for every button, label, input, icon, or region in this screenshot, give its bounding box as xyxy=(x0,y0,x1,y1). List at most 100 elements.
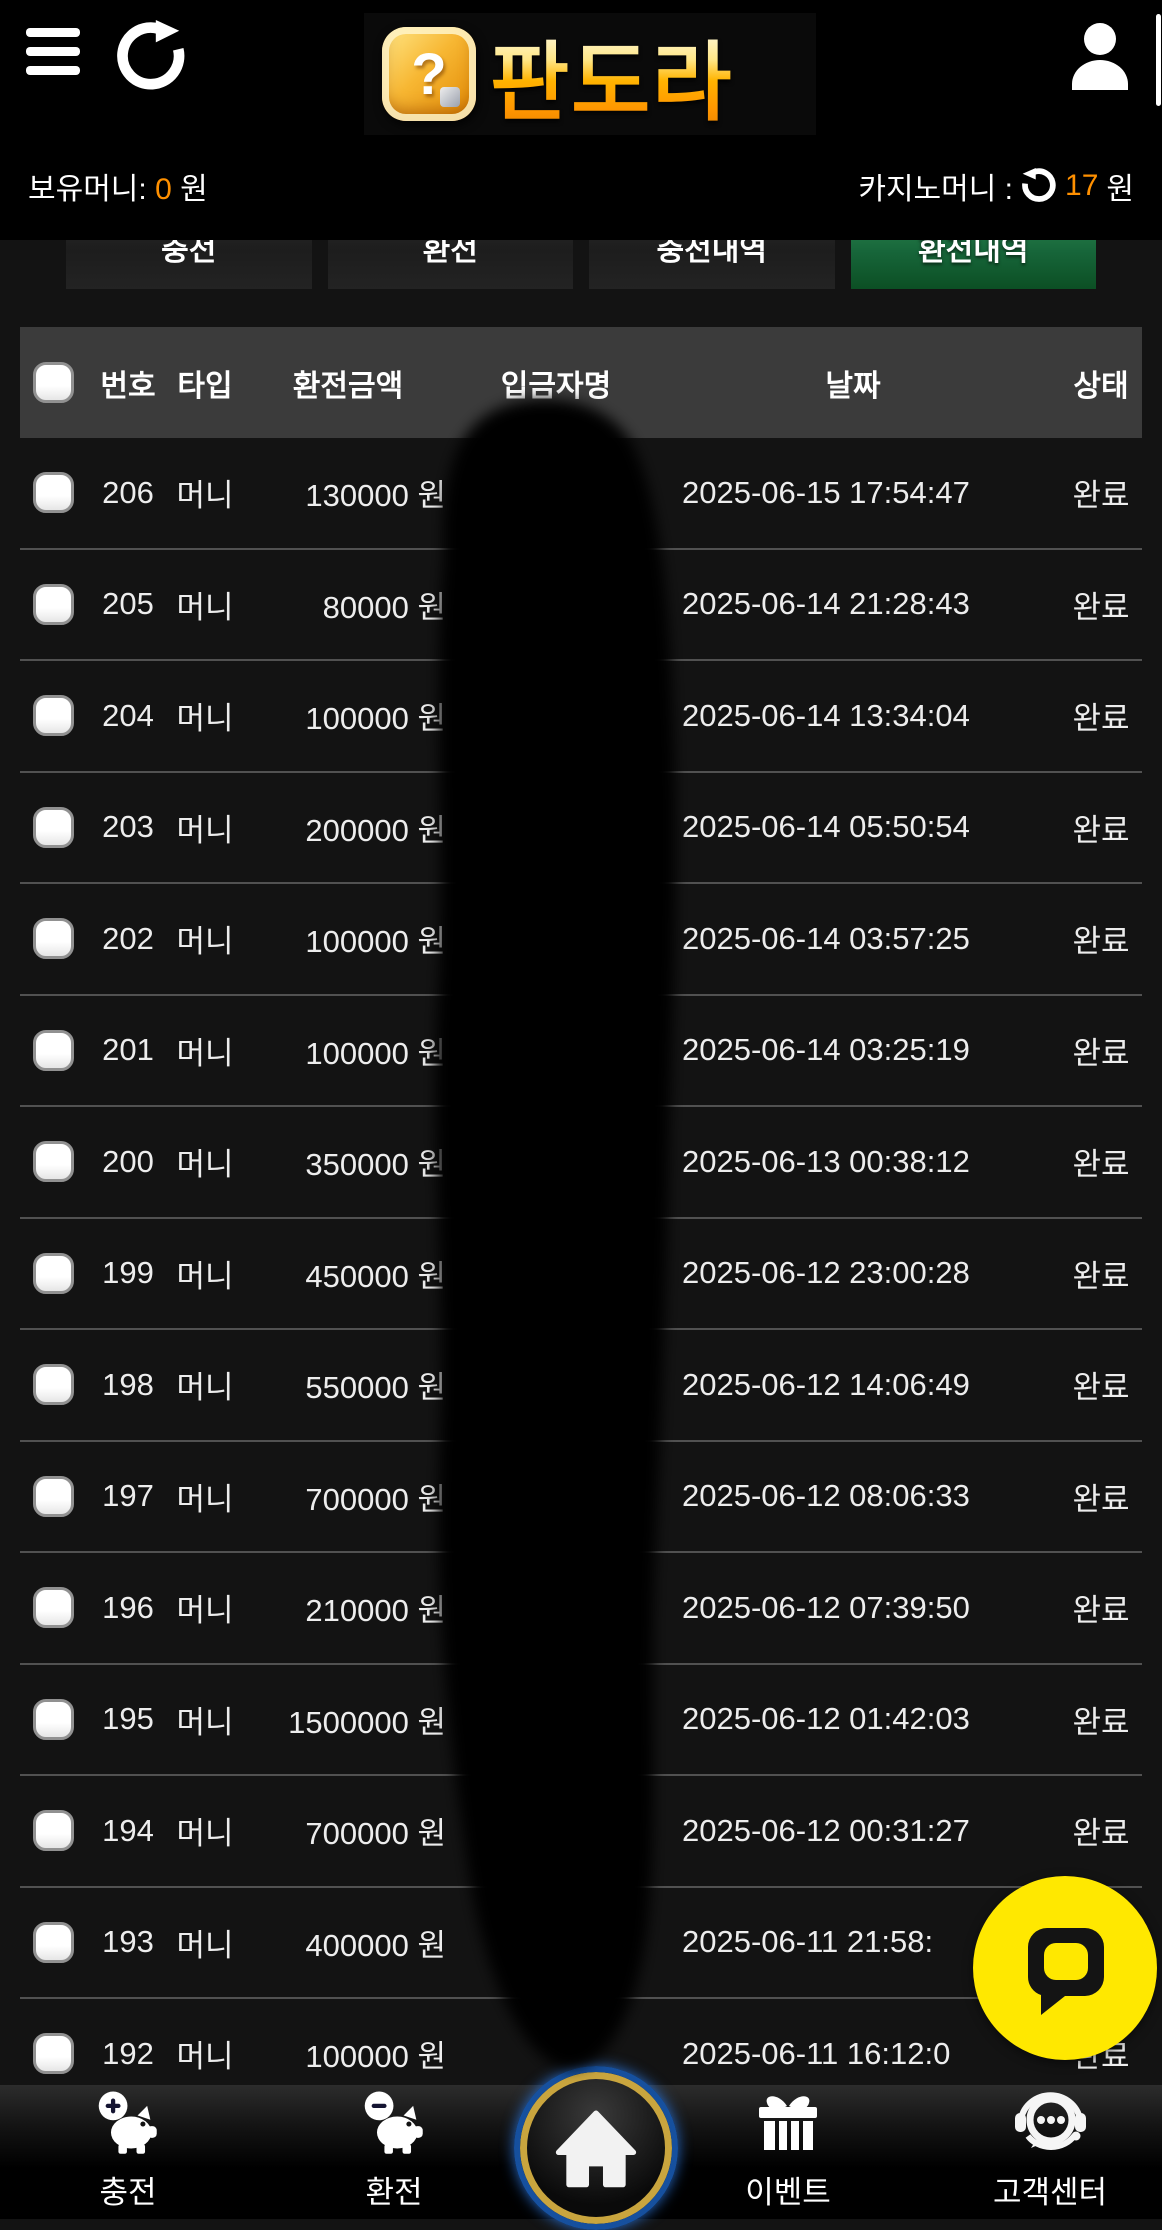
cell-amount: 100000 원 xyxy=(305,1035,446,1071)
table-row: 199 머니 450000 원 2025-06-12 23:00:28 완료 xyxy=(20,1216,1142,1329)
cell-type: 머니 xyxy=(176,701,234,737)
table-row: 204 머니 100000 원 2025-06-14 13:34:04 완료 xyxy=(20,659,1142,771)
scrollbar-thumb[interactable] xyxy=(1156,14,1161,106)
user-profile-icon[interactable] xyxy=(1070,22,1130,90)
headset-chat-icon xyxy=(1015,2092,1086,2150)
cell-status: 완료 xyxy=(1072,1258,1130,1294)
row-checkbox[interactable] xyxy=(32,1475,74,1517)
chat-button[interactable] xyxy=(973,1876,1157,2060)
cell-date: 2025-06-12 23:00:28 xyxy=(682,1255,970,1291)
cell-date: 2025-06-14 03:25:19 xyxy=(682,1032,970,1068)
row-checkbox[interactable] xyxy=(32,1587,74,1629)
gift-icon xyxy=(759,2096,817,2150)
held-money-value: 0 xyxy=(155,173,172,206)
row-checkbox[interactable] xyxy=(32,583,74,625)
cell-type: 머니 xyxy=(176,478,234,514)
cell-status: 완료 xyxy=(1072,1035,1130,1071)
row-checkbox[interactable] xyxy=(32,1698,74,1740)
cell-no: 206 xyxy=(102,474,154,510)
nav-deposit[interactable]: 충전 xyxy=(38,2085,218,2219)
row-checkbox[interactable] xyxy=(32,1921,74,1963)
row-checkbox[interactable] xyxy=(32,918,74,960)
chat-bubble-icon xyxy=(1028,1928,1104,2015)
row-checkbox[interactable] xyxy=(32,2033,74,2075)
col-header-type: 타입 xyxy=(177,369,233,403)
row-checkbox[interactable] xyxy=(32,1810,74,1852)
cell-no: 201 xyxy=(102,1032,154,1068)
table-row: 206 머니 130000 원 2025-06-15 17:54:47 완료 xyxy=(20,438,1142,548)
table-row: 196 머니 210000 원 2025-06-12 07:39:50 완료 xyxy=(20,1551,1142,1663)
site-logo[interactable]: ? 판도라 xyxy=(364,13,816,135)
casino-money-refresh-icon[interactable] xyxy=(1021,168,1057,204)
cell-date: 2025-06-14 21:28:43 xyxy=(682,586,970,622)
cell-date: 2025-06-14 03:57:25 xyxy=(682,920,970,956)
table-row: 195 머니 1500000 원 2025-06-12 01:42:03 완료 xyxy=(20,1662,1142,1775)
cell-amount: 550000 원 xyxy=(305,1370,446,1406)
cell-amount: 200000 원 xyxy=(305,812,446,848)
cell-amount: 210000 원 xyxy=(305,1593,446,1629)
cell-amount: 700000 원 xyxy=(305,1816,446,1852)
cell-amount: 130000 원 xyxy=(305,478,446,514)
cell-date: 2025-06-13 00:38:12 xyxy=(682,1143,970,1179)
select-all-checkbox[interactable] xyxy=(32,362,74,403)
cell-status: 완료 xyxy=(1072,812,1130,848)
nav-home-button[interactable] xyxy=(514,2066,678,2230)
cell-no: 198 xyxy=(102,1366,154,1402)
cell-type: 머니 xyxy=(176,812,234,848)
col-header-no: 번호 xyxy=(100,369,156,403)
cell-date: 2025-06-11 21:58: xyxy=(682,1924,934,1960)
menu-icon[interactable] xyxy=(26,28,80,76)
table-row: 200 머니 350000 원 2025-06-13 00:38:12 완료 xyxy=(20,1105,1142,1217)
cell-date: 2025-06-15 17:54:47 xyxy=(682,474,970,510)
cell-status: 완료 xyxy=(1072,1593,1130,1629)
row-checkbox[interactable] xyxy=(32,806,74,848)
cell-amount: 1500000 원 xyxy=(288,1704,446,1740)
cell-status: 완료 xyxy=(1072,924,1130,960)
cell-type: 머니 xyxy=(176,1370,234,1406)
cell-type: 머니 xyxy=(176,1927,234,1963)
cell-status: 완료 xyxy=(1072,701,1130,737)
cell-status: 완료 xyxy=(1072,478,1130,514)
cell-no: 199 xyxy=(102,1255,154,1291)
cell-amount: 100000 원 xyxy=(305,701,446,737)
cell-status: 완료 xyxy=(1072,1147,1130,1183)
cell-type: 머니 xyxy=(176,1593,234,1629)
table-header-row: 번호 타입 환전금액 입금자명 날짜 상태 xyxy=(20,327,1142,438)
cell-date: 2025-06-12 00:31:27 xyxy=(682,1812,970,1848)
table-row: 202 머니 100000 원 2025-06-14 03:57:25 완료 xyxy=(20,882,1142,994)
cell-type: 머니 xyxy=(176,1704,234,1740)
piggy-bank-minus-icon xyxy=(364,2091,423,2154)
cell-status: 완료 xyxy=(1072,1816,1130,1852)
row-checkbox[interactable] xyxy=(32,1364,74,1406)
col-header-depositor: 입금자명 xyxy=(500,369,612,403)
cell-type: 머니 xyxy=(176,1147,234,1183)
nav-withdraw[interactable]: 환전 xyxy=(304,2085,484,2219)
cell-type: 머니 xyxy=(176,1035,234,1071)
row-checkbox[interactable] xyxy=(32,695,74,737)
balance-bar: 보유머니: 0 원 카지노머니 : 17 원 xyxy=(0,156,1162,206)
row-checkbox[interactable] xyxy=(32,1029,74,1071)
cell-amount: 100000 원 xyxy=(305,2039,446,2075)
cell-date: 2025-06-12 01:42:03 xyxy=(682,1701,970,1737)
casino-money: 카지노머니 : 17 원 xyxy=(858,168,1134,206)
held-money: 보유머니: 0 원 xyxy=(28,173,208,206)
casino-money-value: 17 xyxy=(1065,169,1099,202)
cell-no: 204 xyxy=(102,697,154,733)
cell-type: 머니 xyxy=(176,1258,234,1294)
nav-event[interactable]: 이벤트 xyxy=(698,2085,878,2219)
row-checkbox[interactable] xyxy=(32,472,74,514)
cell-date: 2025-06-14 05:50:54 xyxy=(682,809,970,845)
cell-date: 2025-06-12 07:39:50 xyxy=(682,1589,970,1625)
row-checkbox[interactable] xyxy=(32,1141,74,1183)
refresh-icon[interactable] xyxy=(110,20,188,98)
cell-type: 머니 xyxy=(176,2039,234,2075)
logo-question-cube-icon: ? xyxy=(382,27,476,121)
row-checkbox[interactable] xyxy=(32,1252,74,1294)
nav-support[interactable]: 고객센터 xyxy=(960,2085,1140,2219)
cell-no: 197 xyxy=(102,1478,154,1514)
table-row: 194 머니 700000 원 2025-06-12 00:31:27 완료 xyxy=(20,1774,1142,1886)
cell-status: 완료 xyxy=(1072,589,1130,625)
cell-amount: 100000 원 xyxy=(305,924,446,960)
table-row: 198 머니 550000 원 2025-06-12 14:06:49 완료 xyxy=(20,1328,1142,1440)
col-header-date: 날짜 xyxy=(825,369,881,403)
